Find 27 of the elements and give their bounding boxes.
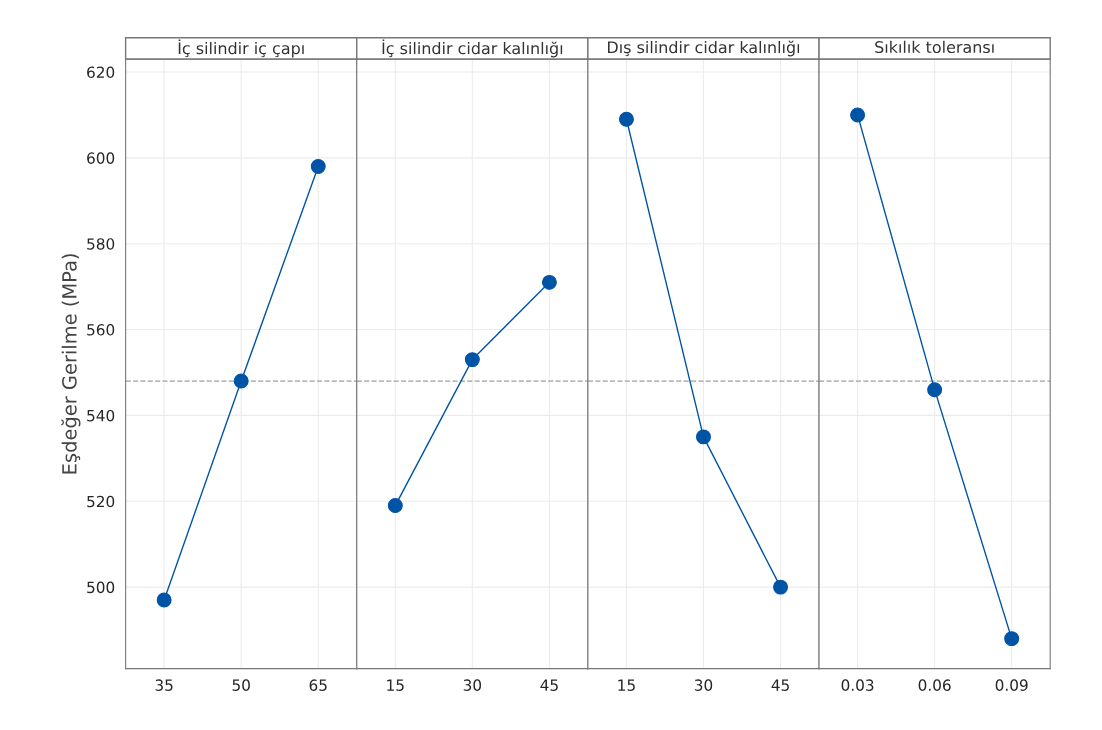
x-tick-label: 0.06 <box>918 679 951 691</box>
point <box>156 592 172 608</box>
x-tick-label: 30 <box>463 679 482 691</box>
y-tick-label: 560 <box>87 324 115 336</box>
chart-title: Dış silindir cidar kalınlığı <box>608 40 800 57</box>
y-tick-label: 520 <box>87 495 115 508</box>
y-tick-label: 620 <box>87 66 115 79</box>
x-tick-label: 35 <box>155 679 173 691</box>
x-tick-label: 0.09 <box>995 679 1028 691</box>
x-tick-label: 15 <box>618 679 635 691</box>
y-tick-label: 580 <box>87 238 115 250</box>
y-axis-title: Eşdeğer Gerilme (MPa) <box>61 254 81 474</box>
x-tick-label: 45 <box>771 679 789 691</box>
x-tick-label: 15 <box>387 679 404 691</box>
point <box>310 158 326 174</box>
x-tick-label: 50 <box>232 679 250 691</box>
y-tick-label: 600 <box>87 152 115 164</box>
point <box>233 373 249 389</box>
x-tick-label: 45 <box>540 679 558 691</box>
y-tick-label: 500 <box>87 581 115 594</box>
x-tick-label: 65 <box>309 679 327 691</box>
chart-title: İç silindir cidar kalınlığı <box>382 39 563 58</box>
chart-title: İç silindir iç çapı <box>178 39 304 58</box>
x-tick-label: 0.03 <box>841 679 874 691</box>
chart-title: Sıkılık toleransı <box>875 40 994 54</box>
x-tick-label: 30 <box>694 679 713 691</box>
y-tick-label: 540 <box>87 409 115 422</box>
